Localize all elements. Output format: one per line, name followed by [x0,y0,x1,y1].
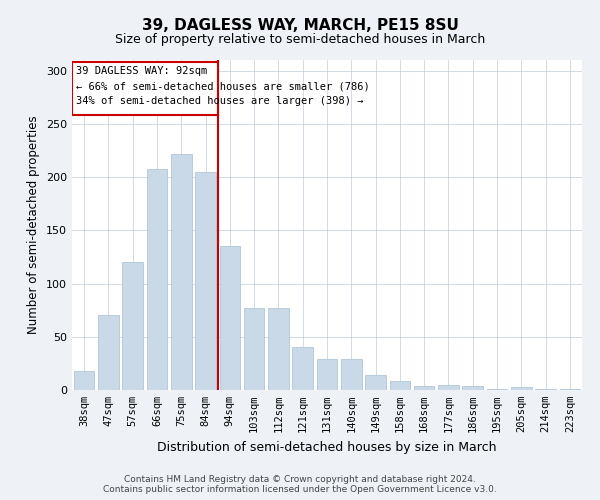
Bar [98,316,119,390]
Bar [365,375,386,390]
Bar [511,387,532,390]
Bar [268,308,289,390]
Bar [292,348,313,390]
Bar [195,172,216,390]
Bar [74,371,94,390]
Text: 39 DAGLESS WAY: 92sqm: 39 DAGLESS WAY: 92sqm [76,66,207,76]
Bar [341,359,362,390]
X-axis label: Distribution of semi-detached houses by size in March: Distribution of semi-detached houses by … [157,440,497,454]
Bar [146,168,167,390]
Text: Contains HM Land Registry data © Crown copyright and database right 2024.: Contains HM Land Registry data © Crown c… [124,475,476,484]
Text: Contains public sector information licensed under the Open Government Licence v3: Contains public sector information licen… [103,484,497,494]
Bar [171,154,191,390]
Y-axis label: Number of semi-detached properties: Number of semi-detached properties [28,116,40,334]
Bar [535,389,556,390]
Text: 39, DAGLESS WAY, MARCH, PE15 8SU: 39, DAGLESS WAY, MARCH, PE15 8SU [142,18,458,32]
Bar [389,382,410,390]
Bar [122,262,143,390]
Bar [244,308,265,390]
Text: ← 66% of semi-detached houses are smaller (786): ← 66% of semi-detached houses are smalle… [76,82,370,92]
Text: 34% of semi-detached houses are larger (398) →: 34% of semi-detached houses are larger (… [76,96,363,106]
Bar [438,384,459,390]
Bar [220,246,240,390]
Bar [414,386,434,390]
Bar [317,359,337,390]
Bar [560,389,580,390]
Bar [463,386,483,390]
Bar [72,62,218,116]
Text: Size of property relative to semi-detached houses in March: Size of property relative to semi-detach… [115,32,485,46]
Bar [487,389,508,390]
